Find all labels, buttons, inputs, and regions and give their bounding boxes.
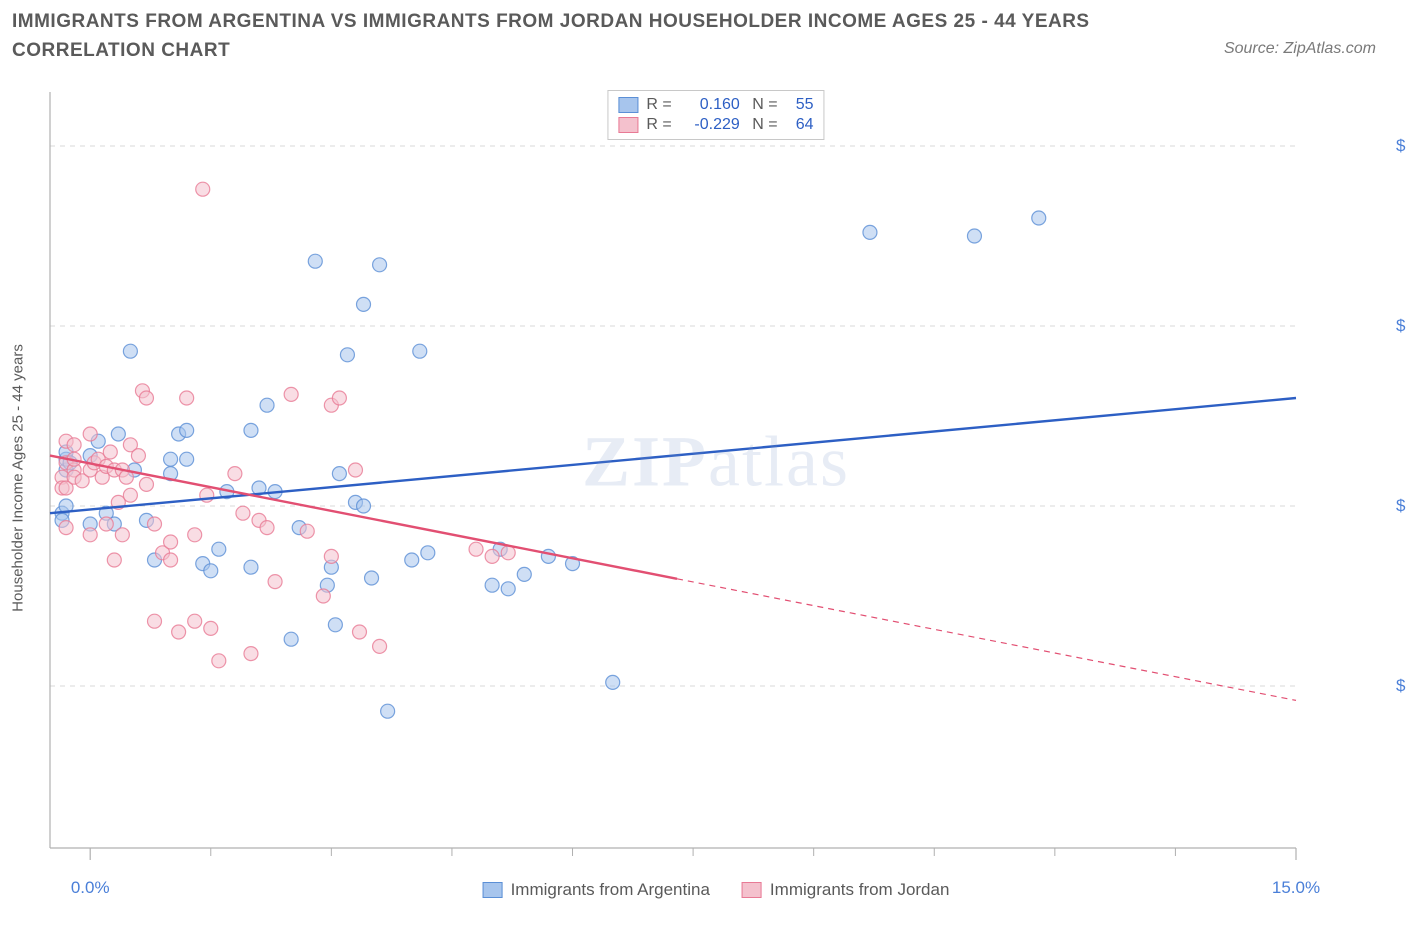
legend-item-argentina: Immigrants from Argentina [483,880,710,900]
n-value-argentina: 55 [786,96,814,114]
legend-row-jordan: R = -0.229 N = 64 [618,115,813,135]
n-label: N = [748,96,778,114]
source-attribution: Source: ZipAtlas.com [1224,40,1376,58]
legend-swatch-jordan [618,117,638,133]
scatter-plot-svg [46,88,1386,868]
r-value-argentina: 0.160 [680,96,740,114]
y-tick-label: $100,000 [1396,496,1406,516]
chart-title: IMMIGRANTS FROM ARGENTINA VS IMMIGRANTS … [12,8,1112,65]
legend-swatch-jordan [742,882,762,898]
x-tick-label: 0.0% [71,878,110,898]
r-label: R = [646,96,671,114]
y-tick-label: $50,000 [1396,676,1406,696]
legend-item-jordan: Immigrants from Jordan [742,880,950,900]
y-tick-label: $150,000 [1396,316,1406,336]
legend-row-argentina: R = 0.160 N = 55 [618,95,813,115]
n-value-jordan: 64 [786,116,814,134]
legend-swatch-argentina [618,97,638,113]
r-value-jordan: -0.229 [680,116,740,134]
series-legend: Immigrants from Argentina Immigrants fro… [483,880,950,900]
y-tick-label: $200,000 [1396,136,1406,156]
legend-swatch-argentina [483,882,503,898]
y-axis-label: Householder Income Ages 25 - 44 years [10,344,27,612]
legend-label-jordan: Immigrants from Jordan [770,880,950,900]
n-label: N = [748,116,778,134]
x-tick-label: 15.0% [1272,878,1320,898]
r-label: R = [646,116,671,134]
chart-container: Householder Income Ages 25 - 44 years ZI… [46,88,1386,868]
legend-label-argentina: Immigrants from Argentina [511,880,710,900]
correlation-legend: R = 0.160 N = 55 R = -0.229 N = 64 [607,90,824,140]
